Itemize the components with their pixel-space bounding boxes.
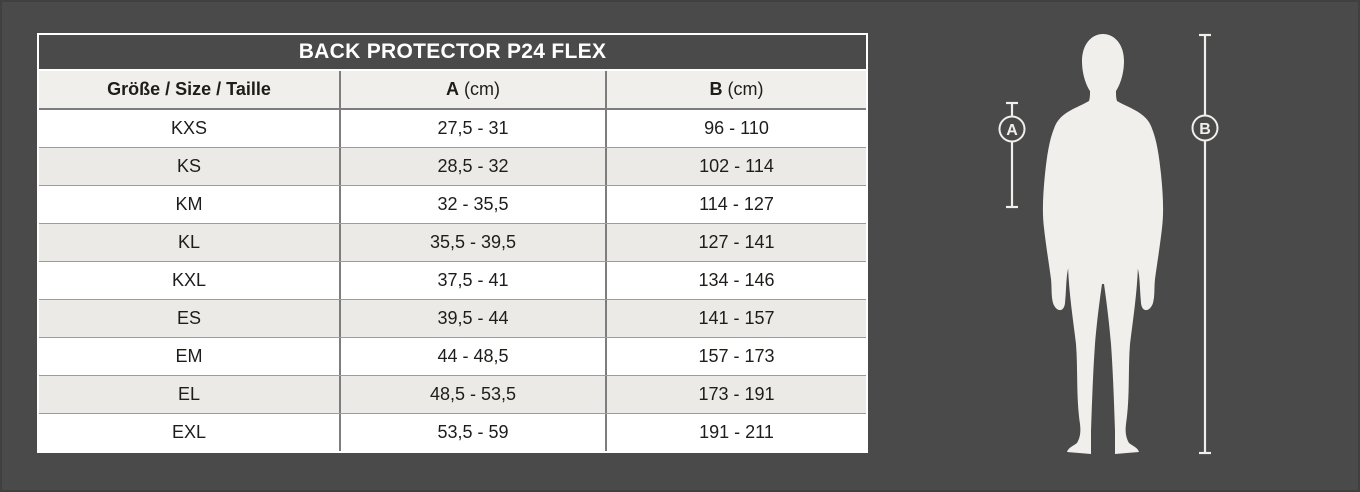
cell-a-range: 37,5 - 41 [339,262,605,299]
human-figure-silhouette-icon [1042,34,1164,454]
cell-size: KXS [170,118,208,138]
marker-b-circle [1191,114,1219,142]
header-b-unit: (cm) [727,79,764,99]
measurement-marker-b: B [1191,33,1219,455]
table-row: EM 44 - 48,5 157 - 173 [39,337,866,375]
table-row: KS 28,5 - 32 102 - 114 [39,147,866,185]
header-a-label: A [446,79,459,99]
cell-a-range: 48,5 - 53,5 [339,376,605,413]
header-size-column: Größe / Size / Taille [107,79,271,99]
cell-a-range: 35,5 - 39,5 [339,224,605,261]
marker-a-label: A [1006,122,1018,139]
table-row: KL 35,5 - 39,5 127 - 141 [39,223,866,261]
cell-a-range: 39,5 - 44 [339,300,605,337]
table-row: KXS 27,5 - 31 96 - 110 [39,110,866,147]
cell-a-range: 28,5 - 32 [339,148,605,185]
cell-size: KL [177,232,201,252]
size-table: BACK PROTECTOR P24 FLEX Größe / Size / T… [37,33,868,453]
table-row: ES 39,5 - 44 141 - 157 [39,299,866,337]
cell-size: ES [176,308,201,328]
header-b-label: B [709,79,723,99]
cell-size: KM [175,194,203,214]
cell-b-range: 102 - 114 [605,148,866,185]
cell-size: EXL [171,422,207,442]
table-row: EXL 53,5 - 59 191 - 211 [39,413,866,451]
cell-a-range: 27,5 - 31 [339,110,605,147]
table-row: EL 48,5 - 53,5 173 - 191 [39,375,866,413]
measurement-marker-a: A [998,101,1026,209]
cell-size: KS [176,156,201,176]
header-a-unit: (cm) [464,79,500,99]
cell-a-range: 53,5 - 59 [339,414,605,451]
cell-a-range: 32 - 35,5 [339,186,605,223]
table-row: KXL 37,5 - 41 134 - 146 [39,261,866,299]
table-header-row: Größe / Size / Taille A (cm) B (cm) [39,71,866,110]
cell-b-range: 173 - 191 [605,376,866,413]
header-a-column: A (cm) [339,71,605,108]
marker-b-label: B [1199,121,1211,138]
cell-size: EL [177,384,201,404]
cell-b-range: 157 - 173 [605,338,866,375]
table-row: KM 32 - 35,5 114 - 127 [39,185,866,223]
cell-b-range: 127 - 141 [605,224,866,261]
marker-a-circle [998,115,1026,143]
cell-size: KXL [171,270,207,290]
header-b-column: B (cm) [605,71,866,108]
cell-b-range: 114 - 127 [605,186,866,223]
cell-size: EM [175,346,203,366]
cell-b-range: 141 - 157 [605,300,866,337]
cell-a-range: 44 - 48,5 [339,338,605,375]
cell-b-range: 191 - 211 [605,414,866,451]
cell-b-range: 96 - 110 [605,110,866,147]
table-title: BACK PROTECTOR P24 FLEX [39,35,866,71]
cell-b-range: 134 - 146 [605,262,866,299]
